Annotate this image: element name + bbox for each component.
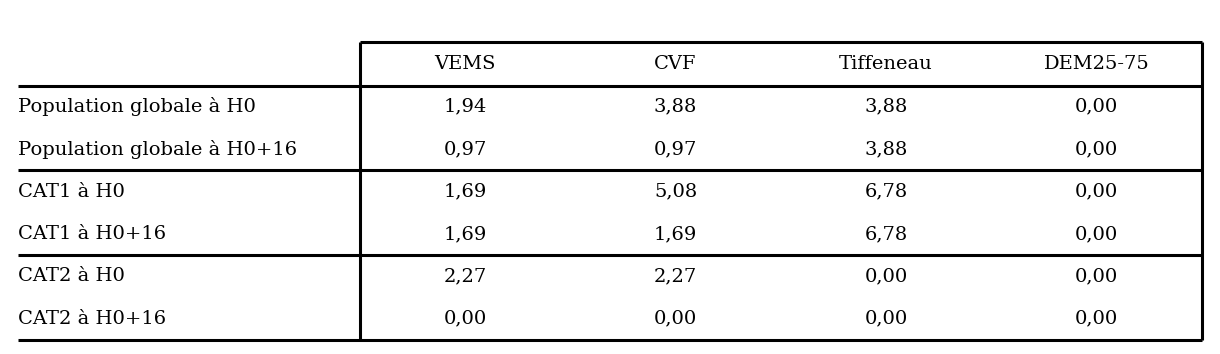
Text: 3,88: 3,88: [864, 98, 908, 116]
Text: DEM25-75: DEM25-75: [1043, 55, 1149, 73]
Text: Population globale à H0: Population globale à H0: [18, 97, 256, 116]
Text: Population globale à H0+16: Population globale à H0+16: [18, 140, 298, 159]
Text: 1,69: 1,69: [443, 225, 487, 243]
Text: 0,97: 0,97: [443, 140, 487, 158]
Text: 1,69: 1,69: [654, 225, 698, 243]
Text: CAT2 à H0: CAT2 à H0: [18, 267, 126, 285]
Text: CAT1 à H0: CAT1 à H0: [18, 183, 126, 200]
Text: CAT1 à H0+16: CAT1 à H0+16: [18, 225, 166, 243]
Text: CAT2 à H0+16: CAT2 à H0+16: [18, 310, 166, 328]
Text: 0,00: 0,00: [1075, 140, 1118, 158]
Text: 0,00: 0,00: [1075, 267, 1118, 285]
Text: 5,08: 5,08: [654, 183, 697, 200]
Text: 1,69: 1,69: [443, 183, 487, 200]
Text: 0,00: 0,00: [865, 310, 908, 328]
Text: 0,00: 0,00: [865, 267, 908, 285]
Text: 6,78: 6,78: [865, 183, 908, 200]
Text: 3,88: 3,88: [864, 140, 908, 158]
Text: Tiffeneau: Tiffeneau: [839, 55, 933, 73]
Text: VEMS: VEMS: [434, 55, 495, 73]
Text: 2,27: 2,27: [444, 267, 487, 285]
Text: 0,00: 0,00: [1075, 310, 1118, 328]
Text: 6,78: 6,78: [865, 225, 908, 243]
Text: 0,00: 0,00: [1075, 183, 1118, 200]
Text: 0,00: 0,00: [1075, 98, 1118, 116]
Text: 0,00: 0,00: [654, 310, 697, 328]
Text: CVF: CVF: [654, 55, 697, 73]
Text: 0,00: 0,00: [1075, 225, 1118, 243]
Text: 0,00: 0,00: [444, 310, 487, 328]
Text: 0,97: 0,97: [654, 140, 698, 158]
Text: 2,27: 2,27: [654, 267, 697, 285]
Text: 3,88: 3,88: [654, 98, 698, 116]
Text: 1,94: 1,94: [443, 98, 487, 116]
